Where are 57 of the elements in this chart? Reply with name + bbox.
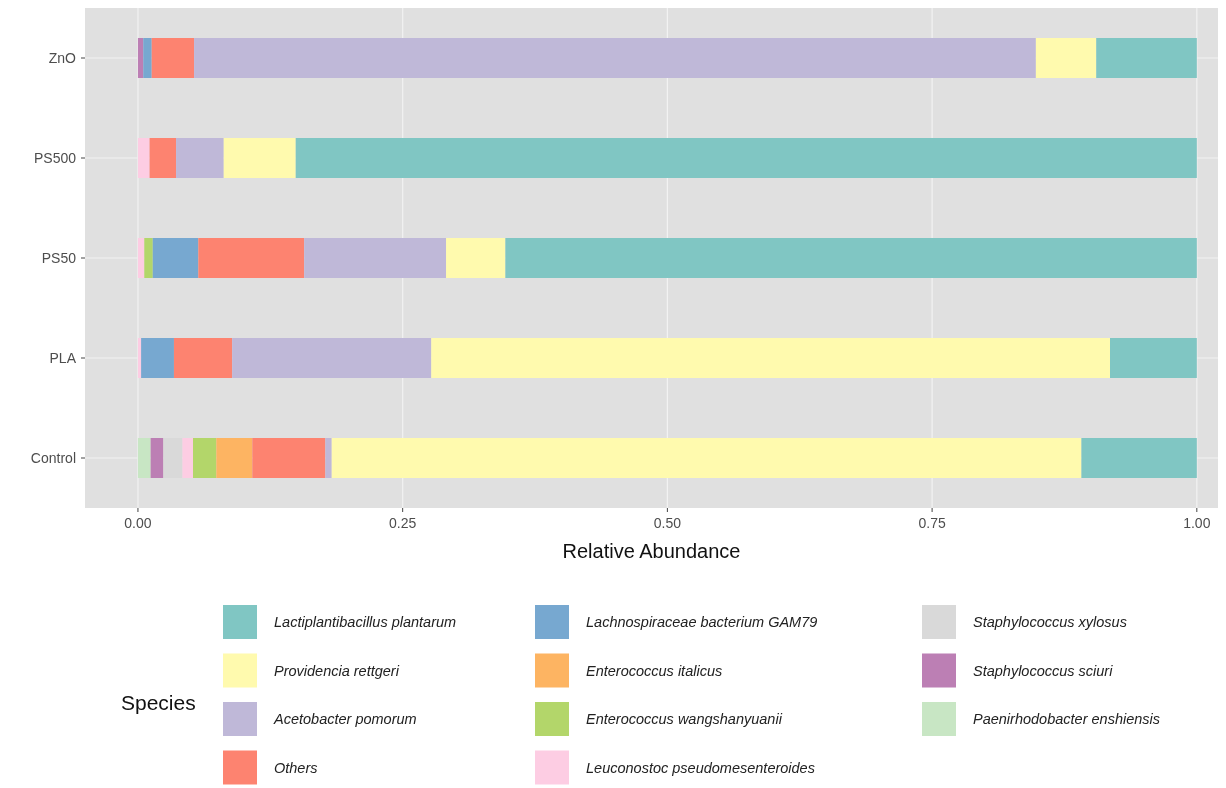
bar (216, 438, 253, 478)
bar (151, 38, 195, 78)
bar (223, 138, 296, 178)
legend-label: Lachnospiraceae bacterium GAM79 (586, 614, 818, 630)
y-tick-label: ZnO (48, 50, 77, 66)
bar (137, 238, 145, 278)
bar (505, 238, 1197, 278)
legend-label: Leuconostoc pseudomesenteroides (586, 759, 815, 776)
bar (173, 338, 233, 378)
bar (144, 238, 153, 278)
bar (232, 338, 432, 378)
legend-label: Staphylococcus sciuri (973, 662, 1114, 679)
bar (431, 338, 1110, 378)
bar (193, 438, 217, 478)
bar (176, 138, 224, 178)
legend-label: Enterococcus italicus (586, 662, 723, 679)
legend-label: Enterococcus wangshanyuanii (586, 711, 783, 727)
x-tick-label: 0.75 (918, 515, 946, 531)
bar (325, 438, 332, 478)
bar (163, 438, 183, 478)
x-tick-label: 0.25 (389, 515, 417, 531)
legend-title: Species (121, 691, 196, 714)
bar (141, 338, 174, 378)
bar (150, 438, 164, 478)
legend-label: Lactiplantibacillus plantarum (274, 614, 457, 630)
bar (198, 238, 305, 278)
bar (331, 438, 1082, 478)
bar (252, 438, 326, 478)
y-tick-label: PS50 (41, 250, 77, 266)
y-tick-label: Control (30, 450, 76, 466)
bar (1035, 38, 1097, 78)
legend-label: Providencia rettgeri (274, 662, 400, 679)
x-axis-title: Relative Abundance (562, 540, 741, 562)
bar (194, 38, 1036, 78)
bar (295, 138, 1197, 178)
x-tick-label: 0.50 (653, 515, 682, 531)
legend-label: Others (274, 759, 318, 776)
bar (182, 438, 194, 478)
legend-label: Acetobacter pomorum (273, 711, 417, 727)
bar (143, 38, 152, 78)
x-tick-label: 1.00 (1183, 515, 1211, 531)
legend-label: Staphylococcus xylosus (973, 614, 1127, 630)
bar (446, 238, 506, 278)
bar (149, 138, 177, 178)
bar (152, 238, 199, 278)
bar (304, 238, 447, 278)
bar (137, 138, 150, 178)
bar (1096, 38, 1197, 78)
bar (1081, 438, 1197, 478)
bar (1109, 338, 1197, 378)
x-tick-label: 0.00 (124, 515, 152, 531)
y-tick-label: PS500 (33, 150, 77, 166)
y-tick-label: PLA (49, 350, 77, 366)
bar (137, 338, 142, 378)
bar (137, 438, 151, 478)
legend-label: Paenirhodobacter enshiensis (973, 711, 1161, 727)
bar (137, 38, 144, 78)
